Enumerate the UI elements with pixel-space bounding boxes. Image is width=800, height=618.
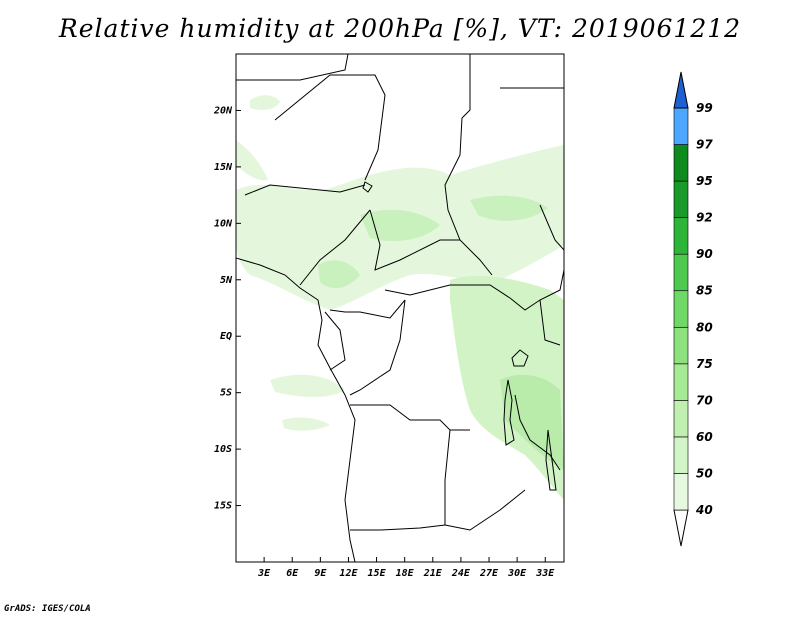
- y-tick-label: 10N: [214, 218, 233, 229]
- border-algeria-libya: [236, 54, 349, 81]
- colorbar-label: 95: [696, 174, 713, 188]
- border-angola-zambia: [444, 429, 451, 525]
- colorbar-box: [673, 107, 689, 145]
- border-gabon: [324, 311, 346, 371]
- x-tick-label: 24E: [451, 568, 471, 579]
- map-frame: [235, 53, 565, 563]
- x-tick-label: 18E: [396, 568, 415, 579]
- colorbar-label: 92: [696, 211, 713, 225]
- colorbar-label: 75: [696, 357, 713, 371]
- x-tick-label: 3E: [257, 568, 271, 579]
- colorbar-box: [673, 217, 689, 255]
- humidity-region-mid-2: [470, 195, 548, 221]
- border-cameroon-congo: [329, 299, 406, 319]
- x-axis-ticks: 3E 6E 9E 12E 15E 18E 21E 24E 27E 30E 33E: [257, 557, 555, 579]
- border-chad-sudan: [444, 117, 493, 276]
- colorbar-box: [673, 253, 689, 292]
- colorbar-labels: 40 50 60 70 75 80 85 90 92 95 97 99: [695, 101, 713, 517]
- y-tick-label: 5S: [220, 388, 232, 399]
- colorbar-label: 70: [696, 393, 713, 407]
- humidity-region-north-patch: [250, 95, 280, 110]
- colorbar-label: 99: [696, 101, 713, 115]
- colorbar-box: [673, 363, 689, 401]
- border-car-drc: [384, 284, 511, 299]
- map-title: Relative humidity at 200hPa [%], VT: 201…: [58, 14, 742, 43]
- y-tick-label: 10S: [214, 444, 232, 455]
- country-borders: [236, 54, 564, 562]
- x-tick-label: 33E: [535, 568, 555, 579]
- x-tick-label: 30E: [507, 568, 527, 579]
- y-axis-ticks: 20N 15N 10N 5N EQ 5S 10S 15S: [213, 105, 241, 512]
- humidity-region-west-strip: [236, 140, 268, 181]
- coastline-west: [236, 257, 356, 562]
- x-tick-label: 12E: [339, 568, 358, 579]
- border-congo-drc: [349, 299, 406, 396]
- grads-credit: GrADS: IGES/COLA: [4, 604, 91, 614]
- x-tick-label: 27E: [479, 568, 499, 579]
- colorbar-box: [673, 290, 689, 328]
- y-tick-label: EQ: [220, 331, 232, 342]
- colorbar-label: 50: [696, 466, 713, 480]
- humidity-region-mid: [360, 209, 440, 242]
- lake-chad: [362, 181, 373, 193]
- border-niger-chad: [274, 74, 386, 181]
- border-nigeria-cameroon: [299, 209, 371, 286]
- colorbar-lower-triangle: [673, 509, 689, 547]
- border-tanzania: [514, 394, 561, 471]
- y-tick-label: 15N: [214, 162, 233, 173]
- colorbar-box: [673, 436, 689, 474]
- border-libya-egypt: [461, 54, 471, 119]
- colorbar-box: [673, 144, 689, 182]
- border-ethiopia-sudan: [539, 204, 564, 251]
- border-nigeria-niger: [244, 184, 366, 196]
- lake-tanganyika: [503, 379, 515, 446]
- humidity-region-cameroon: [318, 260, 360, 289]
- colorbar-box: [673, 326, 689, 365]
- y-tick-label: 20N: [213, 105, 233, 116]
- y-tick-label: 5N: [220, 275, 233, 286]
- border-zambia: [444, 489, 526, 531]
- x-tick-label: 21E: [423, 568, 443, 579]
- border-angola-namibia: [350, 524, 446, 531]
- colorbar-label: 60: [696, 430, 713, 444]
- colorbar-label: 85: [696, 284, 713, 298]
- colorbar-boxes: [673, 71, 689, 547]
- border-uganda-kenya: [539, 299, 561, 346]
- colorbar-label: 40: [695, 503, 713, 517]
- colorbar-box: [673, 473, 689, 511]
- colorbar-box: [673, 180, 689, 218]
- colorbar-box: [673, 400, 689, 438]
- x-tick-label: 9E: [314, 568, 327, 579]
- lake-victoria: [511, 349, 529, 367]
- humidity-region-south-west-2: [282, 417, 330, 431]
- colorbar-label: 80: [696, 320, 713, 334]
- humidity-region-south-west: [270, 374, 345, 397]
- x-tick-label: 15E: [368, 568, 387, 579]
- border-chad-car: [369, 209, 460, 271]
- colorbar-upper-triangle: [673, 71, 689, 109]
- colorbar-label: 97: [696, 138, 713, 152]
- x-tick-label: 6E: [286, 568, 299, 579]
- border-drc-angola: [350, 404, 470, 431]
- colorbar-label: 90: [696, 247, 713, 261]
- lake-malawi: [545, 429, 557, 491]
- y-tick-label: 15S: [214, 501, 232, 512]
